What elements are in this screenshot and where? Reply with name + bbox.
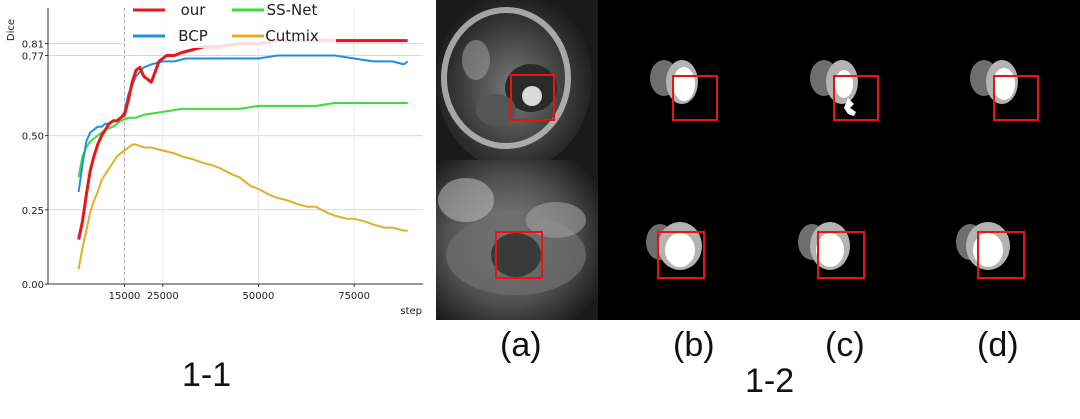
col-label-a: (a) [500,326,542,364]
mri-image-top [436,0,598,160]
legend: our BCP SS-Net Cutmix [126,0,336,48]
y-tick-label: 0.25 [22,206,44,217]
mask-drawing [598,0,1080,320]
roi-box [495,231,543,279]
x-tick-label: 15000 [109,291,141,302]
mri-bottom-drawing [436,160,598,320]
legend-label: our [181,1,207,19]
series-line-cutmix [77,143,408,270]
legend-label: Cutmix [265,27,319,45]
mask-b-bottom [646,222,705,279]
y-tick-label: 0.50 [22,132,44,143]
roi-box [510,74,555,121]
x-tick-label: 75000 [338,291,370,302]
mri-top-drawing [436,0,598,160]
legend-label: SS-Net [267,1,318,19]
x-axis-label: step [400,306,422,317]
plot-background [48,8,423,284]
mask-c-top [810,60,879,121]
col-label-b: (b) [673,326,715,364]
series-line-ss-net [77,102,408,178]
mask-c-bottom [798,222,865,279]
axes: 0.00 0.25 0.50 0.770.81 15000 25000 50000 75000… [6,8,423,317]
y-tick-label: 0.77 [22,51,44,62]
figure-label-left: 1-1 [182,356,232,394]
y-tick-label: 0.81 [22,40,44,51]
dice-line-chart: 0.00 0.25 0.50 0.770.81 15000 25000 50000 75000… [6,0,423,317]
mask-b-top [650,60,718,121]
legend-label: BCP [178,27,208,45]
mri-image-bottom [436,160,598,320]
y-tick-label: 0.00 [22,280,44,291]
y-axis-label: Dice [6,19,17,41]
mask-d-top [970,60,1039,121]
mask-panels [598,0,1080,320]
series-line-bcp [77,54,409,193]
plot-area [48,8,423,284]
x-tick-label: 25000 [147,291,179,302]
legend-box [126,0,336,48]
x-tick-label: 50000 [243,291,275,302]
col-label-c: (c) [825,326,865,364]
col-label-d: (d) [977,326,1019,364]
mask-d-bottom [956,222,1025,279]
figure-label-right: 1-2 [745,362,795,400]
